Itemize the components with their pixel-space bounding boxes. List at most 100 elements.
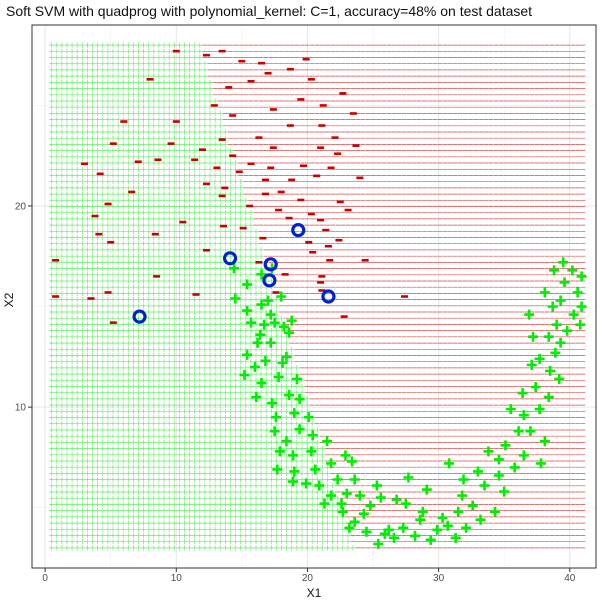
- panel-background: [32, 25, 596, 568]
- data-point-pos: [576, 301, 587, 312]
- data-point-pos: [349, 516, 360, 527]
- data-point-pos: [517, 388, 528, 399]
- data-point-pos: [314, 480, 325, 491]
- data-point-pos: [475, 514, 486, 525]
- data-point-pos: [349, 474, 360, 485]
- y-tick-label: 10: [15, 403, 27, 414]
- data-point-pos: [291, 373, 302, 384]
- data-point-pos: [273, 371, 284, 382]
- data-point-pos: [246, 317, 257, 328]
- data-point-pos: [389, 532, 400, 543]
- data-point-pos: [518, 450, 529, 461]
- data-point-pos: [252, 337, 263, 348]
- data-point-pos: [547, 301, 558, 312]
- data-point-pos: [337, 506, 348, 517]
- data-point-pos: [528, 331, 539, 342]
- data-point-pos: [354, 490, 365, 501]
- data-point-pos: [543, 392, 554, 403]
- data-point-pos: [551, 319, 562, 330]
- data-point-pos: [365, 500, 376, 511]
- support-vector: [263, 257, 278, 272]
- data-point-pos: [458, 474, 469, 485]
- data-point-pos: [562, 325, 573, 336]
- data-point-pos: [539, 436, 550, 447]
- data-point-pos: [294, 394, 305, 405]
- x-tick-label: 40: [564, 573, 576, 584]
- data-point-pos: [281, 436, 292, 447]
- data-point-pos: [432, 524, 443, 535]
- data-point-pos: [490, 506, 501, 517]
- region-positive: [49, 42, 356, 551]
- support-vector: [291, 223, 306, 238]
- data-point-pos: [228, 263, 239, 274]
- data-point-pos: [500, 440, 511, 451]
- data-point-pos: [444, 458, 455, 469]
- data-point-pos: [260, 355, 271, 366]
- data-point-pos: [461, 522, 472, 533]
- data-point-pos: [326, 490, 337, 501]
- data-point-pos: [559, 277, 570, 288]
- data-point-pos: [509, 462, 520, 473]
- data-point-pos: [326, 458, 337, 469]
- data-point-pos: [415, 514, 426, 525]
- data-point-pos: [409, 530, 420, 541]
- support-vector: [262, 273, 277, 288]
- y-axis-label: X2: [2, 292, 16, 307]
- data-point-pos: [555, 295, 566, 306]
- data-point-pos: [269, 317, 280, 328]
- data-point-pos: [524, 309, 535, 320]
- data-point-pos: [239, 369, 250, 380]
- data-point-pos: [319, 498, 330, 509]
- data-point-pos: [307, 430, 318, 441]
- data-point-pos: [371, 480, 382, 491]
- data-point-pos: [270, 412, 281, 423]
- data-point-pos: [249, 361, 260, 372]
- data-point-pos: [457, 490, 468, 501]
- data-point-pos: [493, 470, 504, 481]
- data-point-pos: [530, 382, 541, 392]
- data-point-pos: [265, 309, 276, 320]
- support-vectors: [132, 223, 336, 324]
- support-vector: [222, 251, 238, 266]
- data-point-pos: [555, 337, 566, 348]
- data-point-pos: [344, 522, 355, 533]
- data-point-pos: [281, 351, 292, 362]
- data-point-pos: [301, 478, 312, 489]
- data-point-pos: [230, 293, 241, 304]
- data-point-pos: [269, 426, 280, 437]
- data-point-pos: [549, 265, 560, 276]
- data-point-pos: [310, 464, 321, 475]
- data-point-pos: [361, 526, 372, 537]
- data-point-pos: [572, 287, 583, 298]
- data-point-pos: [493, 454, 504, 465]
- data-point-pos: [272, 464, 283, 475]
- data-point-pos: [576, 271, 587, 282]
- data-point-pos: [259, 319, 270, 330]
- data-point-pos: [288, 450, 299, 461]
- data-point-pos: [242, 305, 253, 316]
- x-tick-label: 0: [42, 573, 48, 584]
- x-tick-label: 10: [171, 573, 183, 584]
- data-point-pos: [467, 500, 478, 511]
- x-tick-label: 30: [433, 573, 445, 584]
- data-point-pos: [526, 359, 537, 370]
- data-point-pos: [567, 265, 578, 276]
- axes: 0 10 20 30 40 10 20: [15, 24, 597, 584]
- support-vector: [321, 289, 336, 304]
- data-point-pos: [277, 357, 288, 368]
- data-point-pos: [534, 404, 545, 415]
- data-point-pos: [400, 498, 411, 509]
- data-point-pos: [417, 506, 428, 517]
- data-point-pos: [479, 480, 490, 491]
- data-point-pos: [437, 512, 448, 523]
- data-point-pos: [513, 426, 524, 437]
- data-point-pos: [375, 492, 386, 503]
- data-point-pos: [341, 488, 352, 499]
- data-point-pos: [336, 498, 347, 509]
- data-point-pos: [534, 353, 545, 364]
- data-point-pos: [545, 365, 556, 376]
- data-point-pos: [543, 331, 554, 342]
- data-point-pos: [276, 291, 287, 302]
- data-point-pos: [373, 538, 384, 549]
- data-point-pos: [483, 446, 494, 457]
